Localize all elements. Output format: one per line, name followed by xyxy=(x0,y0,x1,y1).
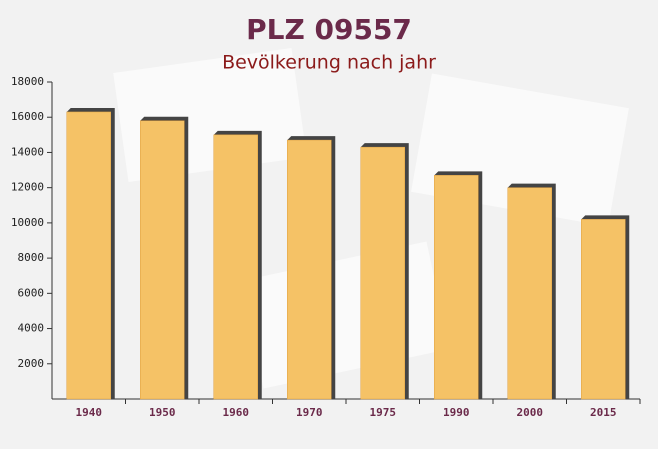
x-tick-label: 2000 xyxy=(517,406,544,419)
chart-title: PLZ 09557 xyxy=(246,13,412,46)
y-tick-label: 16000 xyxy=(11,110,44,123)
x-tick-label: 1960 xyxy=(223,406,250,419)
y-tick-label: 4000 xyxy=(18,322,45,335)
chart-subtitle: Bevölkerung nach jahr xyxy=(222,52,436,74)
bar xyxy=(360,146,405,400)
bar xyxy=(434,175,479,400)
y-tick-label: 14000 xyxy=(11,145,44,158)
y-tick-label: 12000 xyxy=(11,181,44,194)
y-tick-label: 6000 xyxy=(18,286,45,299)
y-tick-label: 2000 xyxy=(18,357,45,370)
bar xyxy=(66,111,111,400)
x-tick-label: 1970 xyxy=(296,406,323,419)
bar xyxy=(287,139,332,400)
x-tick-label: 1990 xyxy=(443,406,470,419)
y-tick-label: 10000 xyxy=(11,216,44,229)
bar xyxy=(581,219,626,400)
y-tick-label: 8000 xyxy=(18,251,45,264)
y-tick-label: 18000 xyxy=(11,75,44,88)
bar xyxy=(140,120,185,400)
x-tick-label: 2015 xyxy=(590,406,617,419)
bar xyxy=(507,187,552,400)
x-tick-label: 1950 xyxy=(149,406,176,419)
x-tick-label: 1975 xyxy=(370,406,397,419)
x-tick-label: 1940 xyxy=(76,406,103,419)
bar xyxy=(213,134,258,400)
